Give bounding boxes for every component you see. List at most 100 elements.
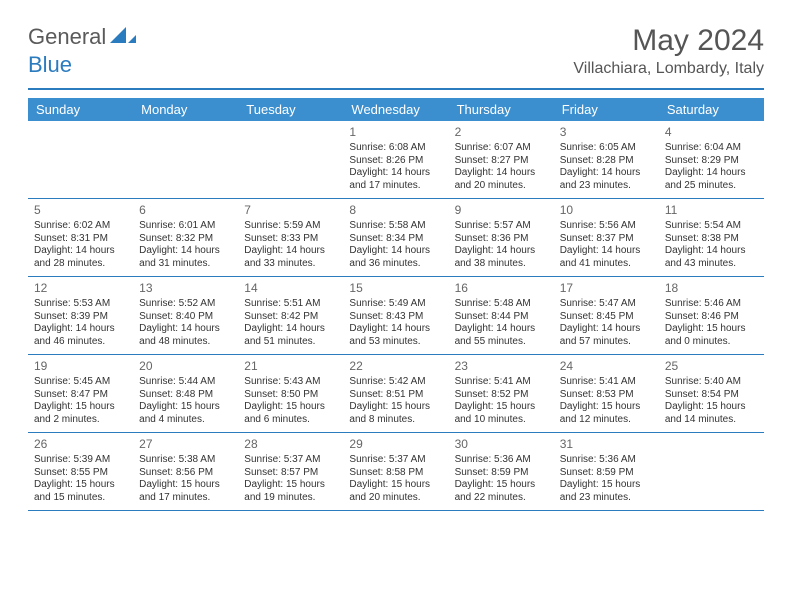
day-number: 2 — [455, 125, 548, 140]
sunrise-line: Sunrise: 6:02 AM — [34, 220, 127, 233]
sunrise-line: Sunrise: 5:47 AM — [560, 298, 653, 311]
daylight-line: Daylight: 15 hours and 23 minutes. — [560, 479, 653, 504]
daylight-line: Daylight: 15 hours and 0 minutes. — [665, 323, 758, 348]
sunrise-line: Sunrise: 5:57 AM — [455, 220, 548, 233]
day-number: 31 — [560, 437, 653, 452]
sunset-line: Sunset: 8:56 PM — [139, 467, 232, 480]
weekday-header-cell: Friday — [554, 98, 659, 121]
daylight-line: Daylight: 15 hours and 17 minutes. — [139, 479, 232, 504]
calendar-day-cell: 15Sunrise: 5:49 AMSunset: 8:43 PMDayligh… — [343, 277, 448, 354]
calendar-day-cell: 21Sunrise: 5:43 AMSunset: 8:50 PMDayligh… — [238, 355, 343, 432]
sunrise-line: Sunrise: 5:49 AM — [349, 298, 442, 311]
sunrise-line: Sunrise: 5:42 AM — [349, 376, 442, 389]
sunset-line: Sunset: 8:31 PM — [34, 233, 127, 246]
brand-triangle-icon — [110, 25, 136, 50]
brand-logo: General — [28, 24, 138, 50]
sunrise-line: Sunrise: 5:44 AM — [139, 376, 232, 389]
sunset-line: Sunset: 8:28 PM — [560, 155, 653, 168]
sunrise-line: Sunrise: 5:51 AM — [244, 298, 337, 311]
sunrise-line: Sunrise: 5:40 AM — [665, 376, 758, 389]
daylight-line: Daylight: 14 hours and 25 minutes. — [665, 167, 758, 192]
title-underline — [28, 88, 764, 90]
daylight-line: Daylight: 14 hours and 33 minutes. — [244, 245, 337, 270]
sunset-line: Sunset: 8:52 PM — [455, 389, 548, 402]
calendar-day-cell: 16Sunrise: 5:48 AMSunset: 8:44 PMDayligh… — [449, 277, 554, 354]
day-number: 8 — [349, 203, 442, 218]
sunset-line: Sunset: 8:58 PM — [349, 467, 442, 480]
day-number: 12 — [34, 281, 127, 296]
sunrise-line: Sunrise: 6:05 AM — [560, 142, 653, 155]
sunrise-line: Sunrise: 5:53 AM — [34, 298, 127, 311]
calendar-day-cell: 4Sunrise: 6:04 AMSunset: 8:29 PMDaylight… — [659, 121, 764, 198]
day-number: 18 — [665, 281, 758, 296]
sunset-line: Sunset: 8:37 PM — [560, 233, 653, 246]
calendar-week-row: 26Sunrise: 5:39 AMSunset: 8:55 PMDayligh… — [28, 433, 764, 511]
sunset-line: Sunset: 8:33 PM — [244, 233, 337, 246]
calendar-day-cell: 25Sunrise: 5:40 AMSunset: 8:54 PMDayligh… — [659, 355, 764, 432]
daylight-line: Daylight: 15 hours and 8 minutes. — [349, 401, 442, 426]
sunset-line: Sunset: 8:44 PM — [455, 311, 548, 324]
sunrise-line: Sunrise: 5:52 AM — [139, 298, 232, 311]
sunset-line: Sunset: 8:36 PM — [455, 233, 548, 246]
sunset-line: Sunset: 8:51 PM — [349, 389, 442, 402]
weekday-header-cell: Thursday — [449, 98, 554, 121]
calendar-day-cell: 5Sunrise: 6:02 AMSunset: 8:31 PMDaylight… — [28, 199, 133, 276]
weekday-header-cell: Saturday — [659, 98, 764, 121]
day-number: 15 — [349, 281, 442, 296]
daylight-line: Daylight: 14 hours and 23 minutes. — [560, 167, 653, 192]
calendar-day-cell: 8Sunrise: 5:58 AMSunset: 8:34 PMDaylight… — [343, 199, 448, 276]
sunset-line: Sunset: 8:29 PM — [665, 155, 758, 168]
day-number: 23 — [455, 359, 548, 374]
day-number: 29 — [349, 437, 442, 452]
daylight-line: Daylight: 14 hours and 20 minutes. — [455, 167, 548, 192]
sunset-line: Sunset: 8:43 PM — [349, 311, 442, 324]
calendar-week-row: 5 Sunrise: 6:02 AMSunset: 8:31 PM Daylight… — [28, 199, 764, 277]
calendar-day-cell: 10Sunrise: 5:56 AMSunset: 8:37 PMDayligh… — [554, 199, 659, 276]
sunset-line: Sunset: 8:59 PM — [455, 467, 548, 480]
day-number: 20 — [139, 359, 232, 374]
calendar-day-empty — [238, 121, 343, 198]
month-title: May 2024 — [573, 24, 764, 58]
day-number: 3 — [560, 125, 653, 140]
header: General May 2024 Villachiara, Lombardy, … — [0, 0, 792, 82]
sunset-line: Sunset: 8:46 PM — [665, 311, 758, 324]
calendar-day-cell: 19Sunrise: 5:45 AMSunset: 8:47 PMDayligh… — [28, 355, 133, 432]
sunset-line: Sunset: 8:42 PM — [244, 311, 337, 324]
daylight-line: Daylight: 14 hours and 17 minutes. — [349, 167, 442, 192]
sunset-line: Sunset: 8:39 PM — [34, 311, 127, 324]
sunrise-line: Sunrise: 5:58 AM — [349, 220, 442, 233]
day-number: 5 — [34, 203, 127, 218]
daylight-line: Daylight: 15 hours and 22 minutes. — [455, 479, 548, 504]
calendar-day-cell: 31Sunrise: 5:36 AMSunset: 8:59 PMDayligh… — [554, 433, 659, 510]
day-number: 14 — [244, 281, 337, 296]
sunset-line: Sunset: 8:57 PM — [244, 467, 337, 480]
sunset-line: Sunset: 8:45 PM — [560, 311, 653, 324]
daylight-line: Daylight: 14 hours and 57 minutes. — [560, 323, 653, 348]
daylight-line: Daylight: 14 hours and 38 minutes. — [455, 245, 548, 270]
calendar-day-cell: 24Sunrise: 5:41 AMSunset: 8:53 PMDayligh… — [554, 355, 659, 432]
daylight-line: Daylight: 15 hours and 20 minutes. — [349, 479, 442, 504]
brand-part2: Blue — [28, 52, 72, 77]
day-number: 11 — [665, 203, 758, 218]
sunrise-line: Sunrise: 5:37 AM — [244, 454, 337, 467]
sunrise-line: Sunrise: 5:36 AM — [455, 454, 548, 467]
title-block: May 2024 Villachiara, Lombardy, Italy — [573, 24, 764, 78]
day-number: 22 — [349, 359, 442, 374]
calendar-day-empty — [659, 433, 764, 510]
calendar-day-cell: 27Sunrise: 5:38 AMSunset: 8:56 PMDayligh… — [133, 433, 238, 510]
sunset-line: Sunset: 8:48 PM — [139, 389, 232, 402]
day-number: 4 — [665, 125, 758, 140]
calendar-day-cell: 28Sunrise: 5:37 AMSunset: 8:57 PMDayligh… — [238, 433, 343, 510]
daylight-line: Daylight: 14 hours and 36 minutes. — [349, 245, 442, 270]
sunset-line: Sunset: 8:40 PM — [139, 311, 232, 324]
day-number: 6 — [139, 203, 232, 218]
calendar-weeks: 1Sunrise: 6:08 AMSunset: 8:26 PMDaylight… — [28, 121, 764, 511]
sunrise-line: Sunrise: 5:37 AM — [349, 454, 442, 467]
calendar-week-row: 19Sunrise: 5:45 AMSunset: 8:47 PMDayligh… — [28, 355, 764, 433]
sunrise-line: Sunrise: 5:41 AM — [455, 376, 548, 389]
sunrise-line: Sunrise: 6:01 AM — [139, 220, 232, 233]
calendar-day-cell: 11Sunrise: 5:54 AMSunset: 8:38 PMDayligh… — [659, 199, 764, 276]
sunrise-line: Sunrise: 5:54 AM — [665, 220, 758, 233]
day-number: 16 — [455, 281, 548, 296]
weekday-header-cell: Monday — [133, 98, 238, 121]
